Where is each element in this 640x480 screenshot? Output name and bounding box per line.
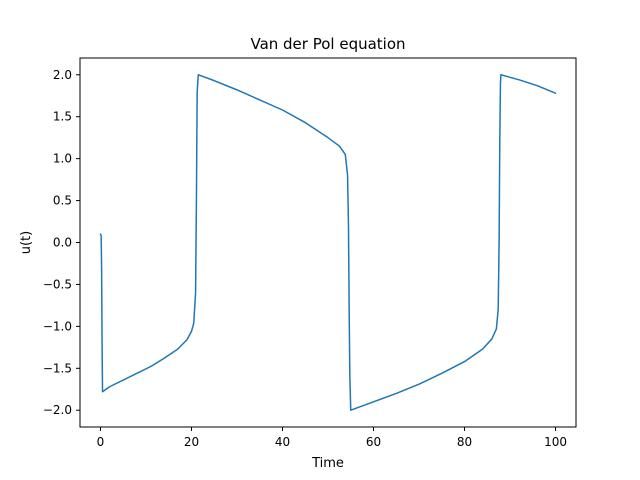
- x-axis-label: Time: [311, 456, 344, 471]
- x-axis-ticks: 0 20 40 60 80 100: [97, 427, 567, 449]
- y-tick-label: −2.0: [43, 403, 72, 417]
- x-tick-label: 100: [544, 435, 567, 449]
- x-tick-label: 0: [97, 435, 105, 449]
- plot-line-layer: [99, 74, 557, 411]
- y-tick-label: 1.0: [53, 152, 72, 166]
- y-tick-label: 0.5: [53, 194, 72, 208]
- y-tick-label: 1.5: [53, 110, 72, 124]
- x-tick-label: 40: [275, 435, 290, 449]
- y-axis-ticks: −2.0 −1.5 −1.0 −0.5 0.0 0.5 1.0 1.5 2.0: [43, 68, 80, 417]
- x-tick-label: 20: [184, 435, 199, 449]
- chart-title: Van der Pol equation: [250, 35, 405, 53]
- y-tick-label: 2.0: [53, 68, 72, 82]
- x-tick-label: 60: [366, 435, 381, 449]
- y-axis-label: u(t): [19, 231, 34, 254]
- y-tick-label: −1.0: [43, 319, 72, 333]
- y-tick-label: 0.0: [53, 236, 72, 250]
- x-tick-label: 80: [457, 435, 472, 449]
- y-tick-label: −1.5: [43, 361, 72, 375]
- y-tick-label: −0.5: [43, 277, 72, 291]
- series-line-0: [99, 74, 557, 411]
